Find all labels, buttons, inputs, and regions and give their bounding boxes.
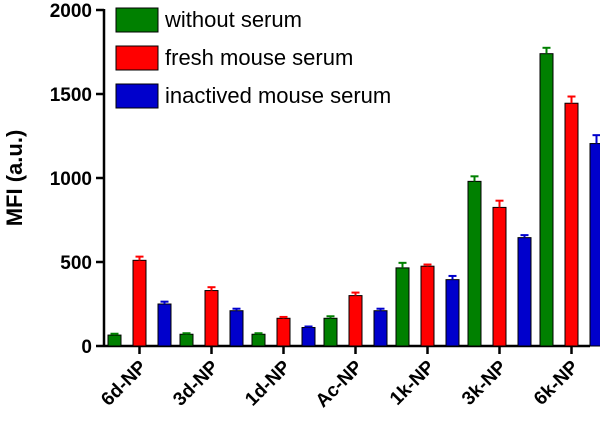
y-axis: 0 500 1000 1500 2000 (50, 1, 106, 358)
y-tick-label: 2000 (50, 1, 92, 22)
y-tick-label: 500 (60, 253, 92, 274)
bar (107, 334, 122, 347)
legend-swatch (115, 83, 159, 109)
x-tick-label: 3d-NP (169, 356, 223, 410)
x-tick-label: Ac-NP (312, 356, 367, 411)
legend-swatch (115, 45, 159, 71)
bar (204, 290, 219, 347)
x-tick-label: 6d-NP (97, 356, 151, 410)
bar (445, 279, 460, 347)
bar (251, 333, 266, 347)
bar (323, 317, 338, 347)
legend-label: inactived mouse serum (165, 83, 391, 108)
x-axis: 6d-NP 3d-NP 1d-NP Ac-NP 1k-NP 3k-NP 6k-NP (97, 344, 590, 412)
x-tick-label: 1d-NP (241, 356, 295, 410)
bar (564, 102, 579, 347)
x-tick-label: 1k-NP (386, 356, 439, 409)
y-tick-label: 0 (81, 337, 92, 358)
bar (467, 180, 482, 347)
bar (589, 143, 600, 347)
y-tick-label: 1500 (50, 85, 92, 106)
bar (348, 295, 363, 347)
bars (107, 46, 600, 347)
bar (229, 310, 244, 347)
bar (420, 265, 435, 347)
bar (179, 333, 194, 347)
bar (157, 303, 172, 347)
bar (132, 259, 147, 347)
y-tick-label: 1000 (50, 169, 92, 190)
bar (301, 327, 316, 347)
bar (539, 53, 554, 347)
bar (517, 237, 532, 347)
bar (492, 206, 507, 347)
legend-label: without serum (164, 7, 302, 32)
bar (373, 310, 388, 347)
y-axis-title: MFI (a.u.) (2, 130, 27, 227)
bar (276, 317, 291, 347)
legend: without serum fresh mouse serum inactived … (115, 7, 391, 109)
x-tick-label: 6k-NP (530, 356, 583, 409)
legend-swatch (115, 7, 159, 33)
legend-label: fresh mouse serum (165, 45, 353, 70)
x-tick-label: 3k-NP (458, 356, 511, 409)
bar (395, 267, 410, 347)
